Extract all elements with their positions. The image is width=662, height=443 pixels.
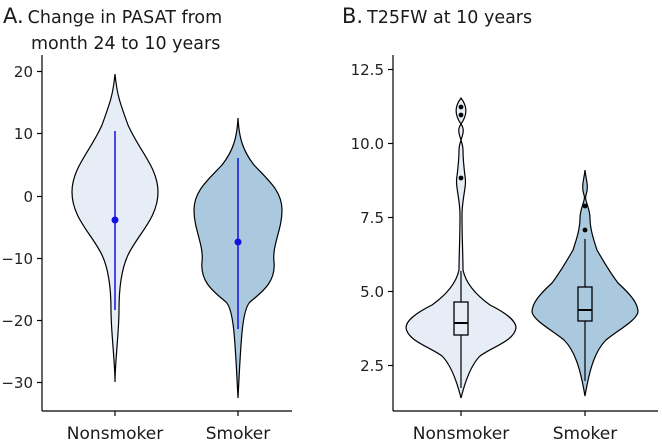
outlier-point	[458, 175, 464, 181]
ytick-b-4: 2.5	[360, 357, 384, 375]
panel-a: A. Change in PASAT from month 24 to 10 ye…	[1, 4, 292, 443]
ytick-b-0: 12.5	[351, 61, 384, 79]
ytick-a-5: −30	[1, 374, 33, 392]
xtick-a-nonsmoker: Nonsmoker	[67, 424, 163, 443]
mean-point-nonsmoker	[111, 216, 119, 224]
ytick-a-1: 10	[14, 125, 33, 143]
panel-b-label: B.	[342, 4, 363, 28]
ytick-a-4: −20	[1, 312, 33, 330]
panel-a-title-line2: month 24 to 10 years	[31, 34, 220, 54]
ytick-b-2: 7.5	[360, 209, 384, 227]
xtick-b-nonsmoker: Nonsmoker	[413, 424, 509, 443]
panel-a-title-line1: A. Change in PASAT from	[3, 4, 222, 28]
xtick-a-smoker: Smoker	[206, 424, 270, 443]
panel-b-title: B. T25FW at 10 years	[342, 4, 532, 28]
x-axis-a: Nonsmoker Smoker	[42, 410, 292, 443]
ytick-a-0: 20	[14, 63, 33, 81]
outlier-point	[458, 112, 464, 118]
boxplot-nonsmoker	[453, 104, 469, 388]
outlier-point	[582, 203, 588, 209]
boxplot-smoker	[577, 203, 593, 381]
ytick-a-2: 0	[23, 188, 33, 206]
outlier-point	[458, 104, 464, 110]
x-axis-b: Nonsmoker Smoker	[393, 410, 658, 443]
xtick-b-smoker: Smoker	[553, 424, 617, 443]
ytick-a-3: −10	[1, 250, 33, 268]
panel-a-label: A.	[3, 4, 24, 28]
mean-point-smoker	[234, 238, 242, 246]
y-axis-a: 20 10 0 −10 −20 −30	[1, 55, 43, 411]
outlier-point	[582, 227, 588, 233]
panel-a-title-text: Change in PASAT from	[28, 8, 223, 28]
violin-nonsmoker-b	[405, 96, 517, 399]
ytick-b-1: 10.0	[351, 135, 384, 153]
y-axis-b: 12.5 10.0 7.5 5.0 2.5	[351, 55, 394, 411]
panel-b-title-text: T25FW at 10 years	[366, 8, 532, 28]
panel-b: B. T25FW at 10 years 12.	[342, 4, 658, 443]
ytick-b-3: 5.0	[360, 283, 384, 301]
